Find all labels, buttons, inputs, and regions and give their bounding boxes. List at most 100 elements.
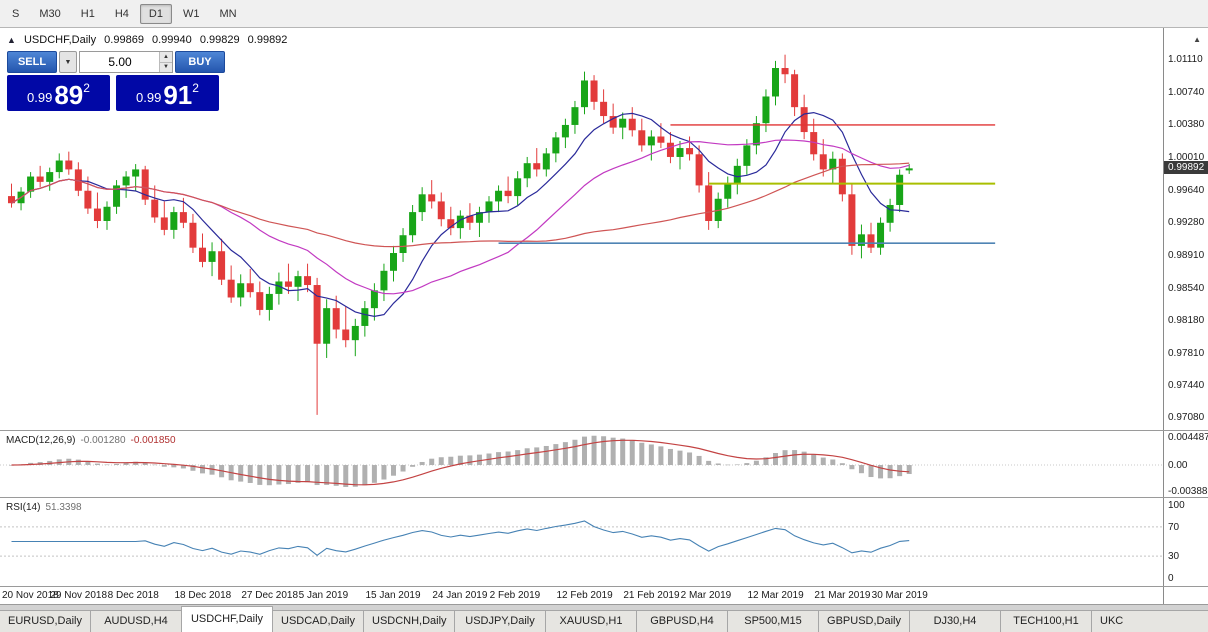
- chart-tab-sp500-m15[interactable]: SP500,M15: [727, 610, 819, 632]
- price-axis[interactable]: ▲ 1.01110 1.00740 1.00380 1.00010 0.99640 0.9…: [1163, 28, 1208, 604]
- buy-price-prefix: 0.99: [136, 90, 162, 105]
- date-label: 18 Dec 2018: [174, 590, 232, 601]
- symbol-label: USDCHF,Daily: [23, 34, 97, 46]
- volume-field-wrap: ▲ ▼: [79, 51, 173, 73]
- open-value: 0.99869: [104, 34, 144, 46]
- high-value: 0.99940: [152, 34, 192, 46]
- date-label: 27 Dec 2018: [241, 590, 299, 601]
- sell-price-pipette: 2: [83, 81, 90, 95]
- date-label: 29 Nov 2018: [50, 590, 108, 601]
- timeframe-button-s[interactable]: S: [12, 7, 20, 20]
- price-axis-label: 1.00380: [1168, 118, 1205, 130]
- close-value: 0.99892: [247, 34, 288, 46]
- candlestick-chart[interactable]: [0, 28, 1163, 430]
- one-click-trading-widget: SELL ▼ ▲ ▼ BUY 0.99 89 2 0.9: [7, 51, 225, 111]
- timeframe-button-h4[interactable]: H4: [114, 7, 129, 20]
- chart-tab-gbpusd-daily[interactable]: GBPUSD,Daily: [818, 610, 910, 632]
- collapse-trade-panel-icon[interactable]: ▲: [7, 35, 16, 45]
- macd-rsi-separator[interactable]: [0, 497, 1208, 498]
- volume-decrement-icon[interactable]: ▼: [159, 62, 172, 72]
- sell-price-pips: 89: [54, 80, 84, 110]
- date-label: 5 Jan 2019: [298, 590, 349, 601]
- rsi-name: RSI(14): [6, 502, 41, 513]
- timeframe-button-w1[interactable]: W1: [182, 7, 200, 20]
- rsi-dates-separator: [0, 586, 1208, 587]
- price-macd-separator[interactable]: [0, 430, 1208, 431]
- chart-tab-ukc[interactable]: UKC: [1091, 610, 1208, 632]
- macd-main-value: -0.001280: [80, 435, 126, 446]
- sell-price-display[interactable]: 0.99 89 2: [7, 75, 110, 111]
- macd-chart[interactable]: [0, 431, 1163, 497]
- price-axis-label: 1.00740: [1168, 86, 1205, 98]
- chart-tab-usdjpy-daily[interactable]: USDJPY,Daily: [454, 610, 546, 632]
- chart-ohlc-header: ▲ USDCHF,Daily 0.99869 0.99940 0.99829 0…: [7, 34, 292, 46]
- volume-stepper: ▲ ▼: [159, 52, 172, 72]
- date-label: 21 Feb 2019: [623, 590, 680, 601]
- buy-price-display[interactable]: 0.99 91 2: [116, 75, 219, 111]
- timeframe-button-h1[interactable]: H1: [80, 7, 95, 20]
- date-label: 21 Mar 2019: [814, 590, 871, 601]
- chart-tabs-bar: EURUSD,Daily AUDUSD,H4 USDCHF,Daily USDCAD,…: [0, 604, 1208, 632]
- rsi-panel: RSI(14) 51.3398: [0, 498, 1163, 586]
- rsi-chart[interactable]: [0, 498, 1163, 586]
- macd-axis-label: -0.003883: [1168, 486, 1208, 497]
- rsi-axis-label: 30: [1168, 551, 1180, 563]
- chart-tab-xauusd-h1[interactable]: XAUUSD,H1: [545, 610, 637, 632]
- date-axis[interactable]: 20 Nov 2018 29 Nov 2018 8 Dec 2018 18 Dec 2…: [0, 587, 1163, 604]
- macd-signal-value: -0.001850: [130, 435, 176, 446]
- date-label: 15 Jan 2019: [365, 590, 421, 601]
- buy-price-pipette: 2: [192, 81, 199, 95]
- macd-name: MACD(12,26,9): [6, 435, 76, 446]
- sell-button[interactable]: SELL: [7, 51, 57, 73]
- date-label: 12 Feb 2019: [556, 590, 613, 601]
- macd-axis-label: 0.004487: [1168, 432, 1208, 443]
- sell-price-prefix: 0.99: [27, 90, 53, 105]
- chart-window: ▲ USDCHF,Daily 0.99869 0.99940 0.99829 0…: [0, 28, 1208, 604]
- rsi-value: 51.3398: [45, 502, 82, 513]
- macd-label: MACD(12,26,9) -0.001280 -0.001850: [6, 435, 176, 446]
- volume-input[interactable]: [80, 52, 172, 72]
- chart-tab-gbpusd-h4[interactable]: GBPUSD,H4: [636, 610, 728, 632]
- rsi-axis-label: 70: [1168, 521, 1180, 533]
- timeframe-button-mn[interactable]: MN: [219, 7, 237, 20]
- price-axis-label: 0.98540: [1168, 282, 1205, 294]
- price-axis-label: 1.00010: [1168, 151, 1205, 163]
- rsi-label: RSI(14) 51.3398: [6, 502, 82, 513]
- price-axis-label: 0.97440: [1168, 380, 1205, 392]
- date-label: 2 Feb 2019: [489, 590, 541, 601]
- chart-tab-dj30-h4[interactable]: DJ30,H4: [909, 610, 1001, 632]
- price-axis-label: 0.98910: [1168, 249, 1205, 261]
- timeframe-button-d1[interactable]: D1: [139, 3, 172, 24]
- chart-tab-usdchf-daily[interactable]: USDCHF,Daily: [181, 606, 273, 632]
- timeframe-button-m30[interactable]: M30: [39, 7, 61, 20]
- date-label: 12 Mar 2019: [747, 590, 804, 601]
- chart-tab-usdcad-daily[interactable]: USDCAD,Daily: [272, 610, 364, 632]
- chart-tab-tech100-h1[interactable]: TECH100,H1: [1000, 610, 1092, 632]
- price-panel: ▲ USDCHF,Daily 0.99869 0.99940 0.99829 0…: [0, 28, 1163, 430]
- current-price-tag: 0.99892: [1164, 161, 1208, 175]
- price-axis-label: 0.99640: [1168, 184, 1205, 196]
- date-label: 24 Jan 2019: [432, 590, 488, 601]
- timeframe-toolbar: S M30 H1 H4 D1 W1 MN: [0, 0, 1208, 28]
- date-label: 20 Nov 2018: [2, 590, 59, 601]
- chart-tab-eurusd-daily[interactable]: EURUSD,Daily: [0, 610, 91, 632]
- macd-axis-label: 0.00: [1168, 460, 1188, 472]
- rsi-axis-label: 0: [1168, 573, 1174, 584]
- macd-panel: MACD(12,26,9) -0.001280 -0.001850: [0, 431, 1163, 497]
- chart-tab-audusd-h4[interactable]: AUDUSD,H4: [90, 610, 182, 632]
- chart-tab-usdcnh-daily[interactable]: USDCNH,Daily: [363, 610, 455, 632]
- scroll-up-icon[interactable]: ▲: [1193, 35, 1201, 44]
- buy-button[interactable]: BUY: [175, 51, 225, 73]
- price-axis-label: 0.97810: [1168, 347, 1205, 359]
- date-label: 30 Mar 2019: [871, 590, 928, 601]
- low-value: 0.99829: [199, 34, 240, 46]
- volume-increment-icon[interactable]: ▲: [159, 52, 172, 63]
- price-axis-label: 1.01110: [1168, 54, 1203, 66]
- price-axis-label: 0.98180: [1168, 314, 1205, 326]
- price-axis-label: 0.99280: [1168, 216, 1205, 228]
- volume-dropdown-icon[interactable]: ▼: [59, 51, 77, 73]
- price-axis-label: 0.97080: [1168, 412, 1205, 424]
- rsi-axis-label: 100: [1168, 500, 1185, 511]
- date-label: 8 Dec 2018: [107, 590, 159, 601]
- buy-price-pips: 91: [163, 80, 193, 110]
